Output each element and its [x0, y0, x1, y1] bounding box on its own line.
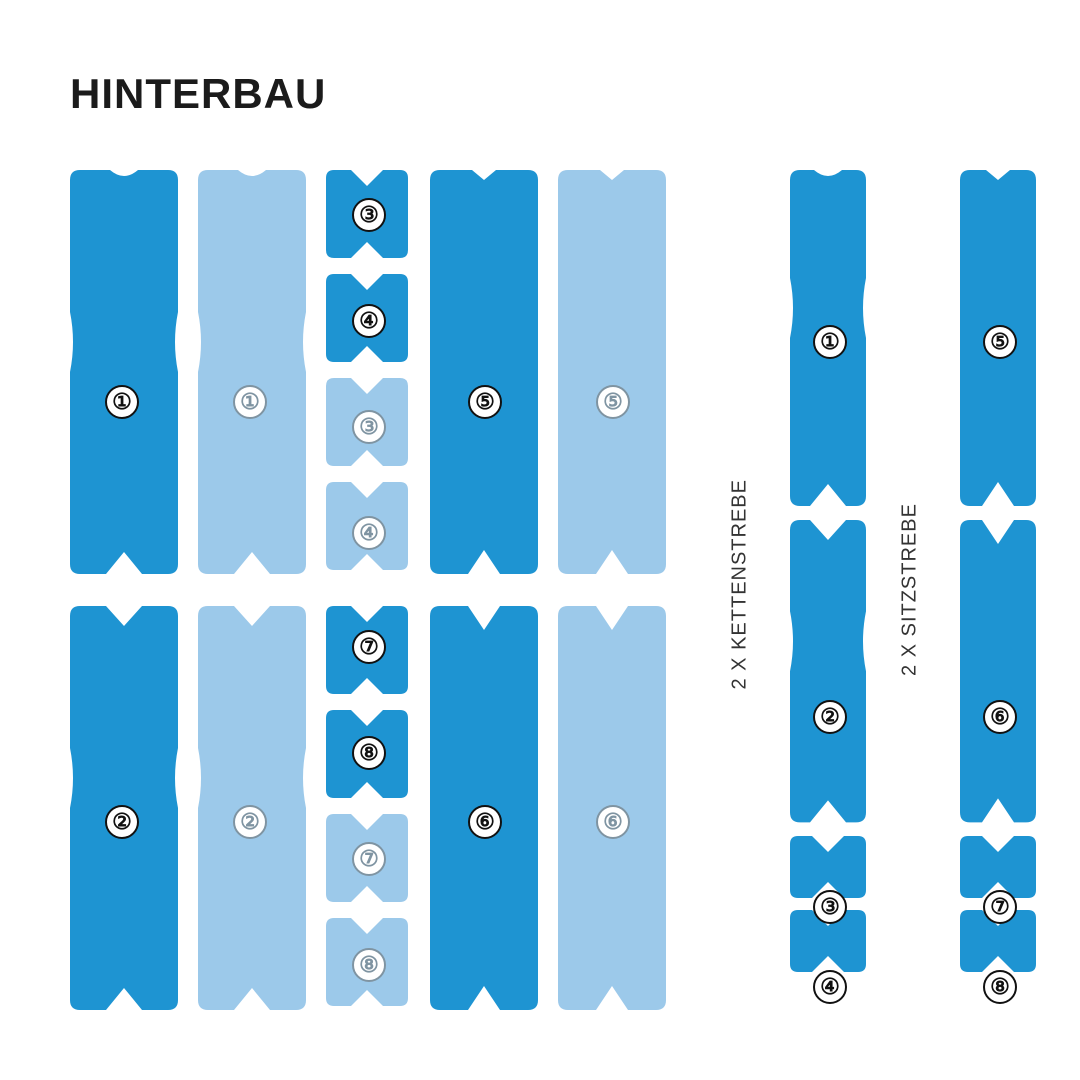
badge-①: ① [105, 385, 139, 419]
big_pair_1b-top [198, 170, 306, 574]
badge-①: ① [233, 385, 267, 419]
assembled_2-seg2 [960, 520, 1036, 822]
badge-②: ② [813, 700, 847, 734]
badge-③: ③ [813, 890, 847, 924]
badge-⑧: ⑧ [983, 970, 1017, 1004]
badge-⑤: ⑤ [983, 325, 1017, 359]
badge-②: ② [105, 805, 139, 839]
assembled_1-seg2 [790, 520, 866, 822]
vlabel-1: 2 X SITZSTREBE [899, 490, 922, 690]
badge-⑦: ⑦ [352, 842, 386, 876]
badge-⑦: ⑦ [983, 890, 1017, 924]
badge-④: ④ [352, 304, 386, 338]
badge-⑧: ⑧ [352, 736, 386, 770]
badge-⑥: ⑥ [983, 700, 1017, 734]
badge-⑤: ⑤ [468, 385, 502, 419]
badge-①: ① [813, 325, 847, 359]
badge-②: ② [233, 805, 267, 839]
big_pair_2b-top [558, 170, 666, 574]
big_pair_2-top [430, 170, 538, 574]
page-title: HINTERBAU [70, 70, 326, 118]
badge-③: ③ [352, 410, 386, 444]
big_pair_1-top [70, 170, 178, 574]
badge-⑦: ⑦ [352, 630, 386, 664]
vlabel-0: 2 X KETTENSTREBE [729, 490, 752, 690]
badge-⑥: ⑥ [468, 805, 502, 839]
badge-⑧: ⑧ [352, 948, 386, 982]
badge-⑤: ⑤ [596, 385, 630, 419]
badge-③: ③ [352, 198, 386, 232]
badge-④: ④ [813, 970, 847, 1004]
badge-⑥: ⑥ [596, 805, 630, 839]
badge-④: ④ [352, 516, 386, 550]
